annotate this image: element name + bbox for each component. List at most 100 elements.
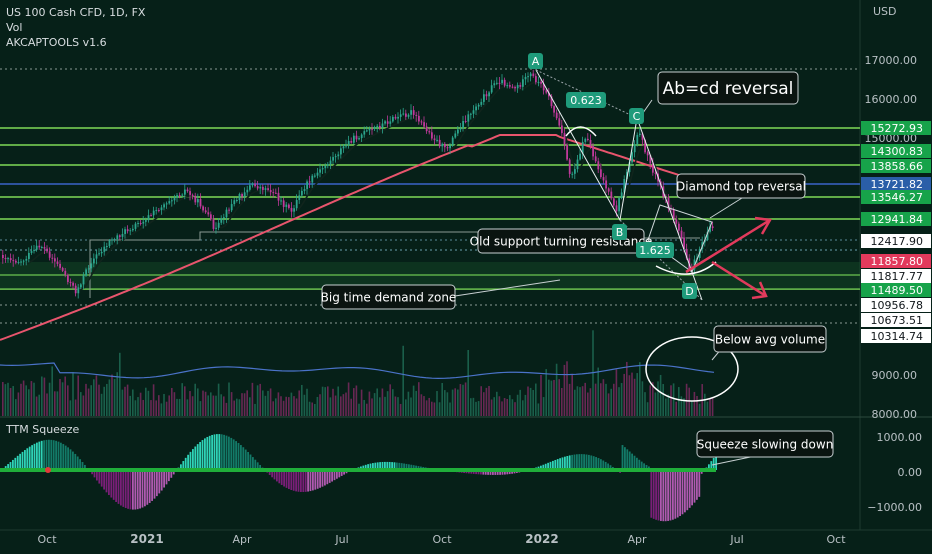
candle-body xyxy=(153,211,155,216)
candle-body xyxy=(600,169,602,177)
candle-body xyxy=(90,263,92,268)
squeeze-bar xyxy=(290,470,292,490)
candle-body xyxy=(202,206,204,210)
candle-body xyxy=(587,139,589,140)
candle-body xyxy=(163,204,165,207)
volume-bar xyxy=(686,384,688,416)
candle-body xyxy=(538,82,540,83)
volume-bar xyxy=(389,384,391,416)
candle-body xyxy=(421,121,423,122)
squeeze-bar xyxy=(233,439,235,470)
volume-bar xyxy=(379,397,381,416)
volume-bar xyxy=(678,387,680,416)
candle-body xyxy=(439,140,441,146)
squeeze-bar xyxy=(101,470,103,487)
squeeze-bar xyxy=(317,470,319,489)
candle-body xyxy=(522,79,524,87)
volume-bar xyxy=(696,396,698,416)
candle-body xyxy=(470,114,472,115)
candle-body xyxy=(574,169,576,174)
volume-bar xyxy=(548,380,550,416)
volume-bar xyxy=(382,389,384,416)
squeeze-bar xyxy=(686,470,688,510)
candle-body xyxy=(275,193,277,194)
volume-bar xyxy=(75,400,77,416)
candle-body xyxy=(46,249,48,252)
squeeze-bar xyxy=(146,470,148,505)
squeeze-bar xyxy=(624,447,626,470)
volume-bar xyxy=(270,388,272,416)
volume-bar xyxy=(649,385,651,416)
candle-body xyxy=(257,186,259,188)
candle-body xyxy=(397,117,399,119)
volume-bar xyxy=(356,385,358,416)
candle-body xyxy=(265,188,267,190)
candle-body xyxy=(428,131,430,132)
volume-bar xyxy=(122,390,124,416)
volume-bar xyxy=(527,386,529,416)
volume-bar xyxy=(187,399,189,416)
volume-bar xyxy=(478,401,480,416)
candle-body xyxy=(361,135,363,139)
volume-bar xyxy=(218,384,220,416)
squeeze-bar xyxy=(245,450,247,470)
candle-body xyxy=(496,83,498,84)
volume-bar xyxy=(272,401,274,416)
candle-body xyxy=(590,140,592,146)
candle-body xyxy=(106,246,108,247)
candle-body xyxy=(10,258,12,260)
candle-body xyxy=(532,74,534,77)
squeeze-bar xyxy=(163,470,165,488)
squeeze-bar xyxy=(53,440,55,470)
volume-bar xyxy=(387,391,389,416)
squeeze-bar xyxy=(228,437,230,470)
volume-bar xyxy=(119,353,121,416)
volume-bar xyxy=(535,384,537,416)
volume-bar xyxy=(129,396,131,416)
volume-bar xyxy=(332,389,334,416)
volume-bar xyxy=(324,387,326,416)
volume-bar xyxy=(259,384,261,416)
volume-bar xyxy=(704,394,706,416)
price-tick-label: 8000.00 xyxy=(872,408,918,421)
candle-body xyxy=(72,283,74,286)
candle-body xyxy=(194,196,196,203)
volume-bar xyxy=(522,400,524,416)
volume-bar xyxy=(397,397,399,416)
candle-body xyxy=(301,191,303,195)
candle-body xyxy=(70,282,72,283)
candle-body xyxy=(77,287,79,293)
candle-body xyxy=(127,229,129,231)
volume-bar xyxy=(2,382,4,416)
candle-body xyxy=(478,105,480,107)
squeeze-bar xyxy=(65,446,67,470)
candle-body xyxy=(166,203,168,204)
squeeze-bar xyxy=(235,441,237,470)
squeeze-bar xyxy=(31,445,33,470)
squeeze-bar xyxy=(156,470,158,496)
candle-body xyxy=(335,156,337,157)
candle-body xyxy=(603,177,605,180)
volume-bar xyxy=(179,399,181,416)
volume-bar xyxy=(114,379,116,416)
candle-body xyxy=(449,145,451,148)
candle-body xyxy=(441,144,443,146)
candle-body xyxy=(356,136,358,140)
candle-body xyxy=(457,130,459,134)
candle-body xyxy=(114,239,116,240)
candle-body xyxy=(488,92,490,96)
volume-bar xyxy=(181,383,183,416)
volume-bar xyxy=(369,392,371,416)
squeeze-bar xyxy=(566,456,568,470)
candle-body xyxy=(636,135,638,144)
squeeze-bar xyxy=(694,470,696,503)
volume-bar xyxy=(249,397,251,416)
squeeze-bar xyxy=(137,470,139,509)
candle-body xyxy=(249,185,251,189)
candle-body xyxy=(18,262,20,263)
volume-bar xyxy=(574,390,576,416)
volume-bar xyxy=(31,381,33,416)
candle-body xyxy=(59,264,61,268)
